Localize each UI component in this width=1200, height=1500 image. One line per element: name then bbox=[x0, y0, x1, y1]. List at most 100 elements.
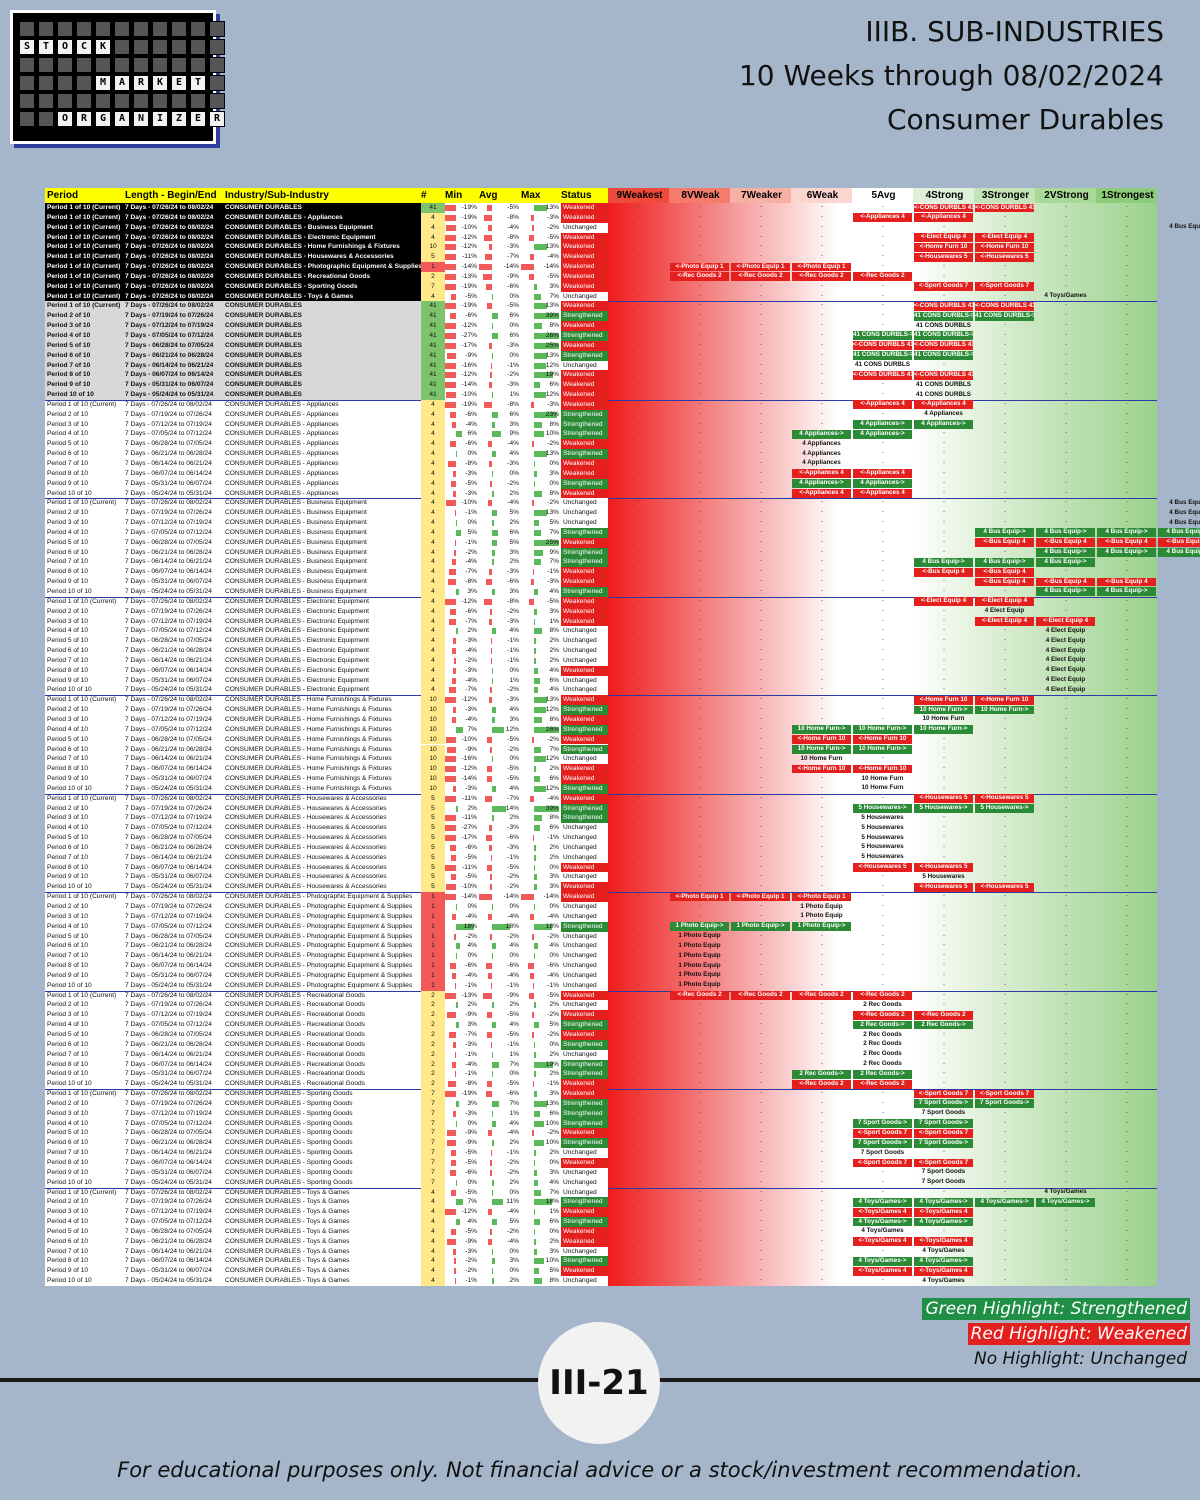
empty-zone-marker: - bbox=[638, 765, 640, 772]
empty-zone-marker: - bbox=[699, 1139, 701, 1146]
empty-zone-marker: - bbox=[1065, 725, 1067, 732]
empty-zone-marker: - bbox=[821, 962, 823, 969]
max-cell: -2% bbox=[521, 734, 561, 745]
table-row: Period 7 of 10 7 Days - 06/14/24 to 06/21… bbox=[45, 655, 1157, 666]
positive-bar bbox=[456, 1120, 457, 1127]
logo-letter: O bbox=[57, 111, 73, 127]
empty-zone-marker: - bbox=[760, 1227, 762, 1234]
negative-bar bbox=[450, 844, 456, 851]
weakened-zone-cell: <-Home Furn 10 bbox=[975, 242, 1034, 252]
period-cell: Period 4 of 10 bbox=[47, 824, 89, 832]
period-cell: Period 5 of 10 bbox=[45, 340, 125, 351]
negative-bar bbox=[490, 746, 492, 753]
negative-bar bbox=[452, 677, 456, 684]
length-cell: 7 Days - 07/26/24 to 08/02/24 bbox=[125, 794, 212, 802]
status-cell: Unchanged bbox=[561, 872, 608, 883]
table-row: Period 8 of 10 7 Days - 06/07/24 to 06/14… bbox=[45, 567, 1157, 578]
industry-cell: CONSUMER DURABLES - Housewares & Accesso… bbox=[225, 252, 421, 263]
positive-bar bbox=[492, 1219, 497, 1226]
industry-cell: CONSUMER DURABLES bbox=[225, 311, 421, 322]
min-cell: -4% bbox=[445, 714, 479, 725]
empty-zone-marker: - bbox=[943, 1149, 945, 1156]
empty-zone-marker: - bbox=[821, 952, 823, 959]
empty-zone-marker: - bbox=[760, 519, 762, 526]
min-cell: -5% bbox=[445, 291, 479, 302]
status-cell: Weakened bbox=[561, 468, 608, 479]
empty-zone-marker: - bbox=[821, 1218, 823, 1225]
status-cell: Weakened bbox=[561, 577, 608, 587]
avg-cell: -5% bbox=[479, 1030, 521, 1040]
empty-zone-marker: - bbox=[1126, 725, 1128, 732]
empty-zone-marker: - bbox=[943, 745, 945, 752]
status-cell: Unchanged bbox=[561, 291, 608, 302]
count-cell: 10 bbox=[421, 774, 445, 784]
empty-zone-marker: - bbox=[1126, 499, 1128, 506]
value-text: 6% bbox=[549, 1109, 559, 1117]
empty-zone-marker: - bbox=[1065, 253, 1067, 260]
empty-zone-marker: - bbox=[699, 1198, 701, 1205]
empty-zone-marker: - bbox=[821, 292, 823, 299]
empty-zone-marker: - bbox=[943, 292, 945, 299]
empty-zone-marker: - bbox=[638, 903, 640, 910]
value-text: 4% bbox=[467, 1218, 477, 1226]
empty-zone-marker: - bbox=[638, 479, 640, 486]
value-text: -9% bbox=[465, 1129, 477, 1137]
logo-letter: Z bbox=[171, 111, 187, 127]
period-cell: Period 3 of 10 bbox=[47, 519, 89, 527]
table-row: Period 9 of 10 7 Days - 05/31/24 to 06/07… bbox=[45, 1266, 1157, 1277]
value-text: 2% bbox=[549, 1050, 559, 1058]
empty-zone-marker: - bbox=[943, 843, 945, 850]
empty-zone-marker: - bbox=[1065, 1208, 1067, 1215]
industry-cell: CONSUMER DURABLES - Photographic Equipme… bbox=[225, 893, 413, 901]
table-row: Period 4 of 10 7 Days - 07/05/24 to 07/12… bbox=[45, 626, 1157, 637]
unchanged-zone-cell: 1 Photo Equip bbox=[800, 902, 843, 910]
weakened-zone-cell: <-Toys/Games 4 bbox=[853, 1207, 912, 1217]
value-text: 13% bbox=[545, 351, 559, 359]
empty-zone-marker: - bbox=[1004, 1178, 1006, 1185]
value-text: 7% bbox=[549, 528, 559, 536]
avg-cell: 2% bbox=[479, 518, 521, 528]
positive-bar bbox=[534, 1061, 553, 1068]
count-cell: 2 bbox=[421, 1049, 445, 1060]
avg-cell: 18% bbox=[479, 921, 521, 932]
value-text: 0% bbox=[549, 863, 559, 871]
count-cell: 4 bbox=[421, 685, 445, 696]
empty-zone-marker: - bbox=[699, 322, 701, 329]
positive-bar bbox=[534, 1238, 536, 1245]
count-cell: 41 bbox=[421, 360, 445, 371]
avg-cell: -4% bbox=[479, 970, 521, 981]
weakened-zone-cell: <-Photo Equip 1 bbox=[670, 892, 729, 902]
negative-bar bbox=[532, 1130, 534, 1137]
empty-zone-marker: - bbox=[638, 853, 640, 860]
value-text: -12% bbox=[461, 233, 477, 241]
empty-zone-marker: - bbox=[1065, 302, 1067, 309]
empty-zone-marker: - bbox=[699, 538, 701, 545]
period-cell: Period 7 of 10 bbox=[47, 459, 89, 467]
empty-zone-marker: - bbox=[943, 528, 945, 535]
empty-zone-marker: - bbox=[638, 1168, 640, 1175]
empty-zone-marker: - bbox=[638, 381, 640, 388]
min-cell: 0% bbox=[445, 1177, 479, 1188]
length-cell: 7 Days - 05/24/24 to 05/31/24 bbox=[125, 981, 212, 989]
empty-zone-marker: - bbox=[882, 302, 884, 309]
avg-cell: -1% bbox=[479, 852, 521, 863]
empty-zone-marker: - bbox=[699, 1277, 701, 1284]
value-text: 2% bbox=[549, 765, 559, 773]
empty-zone-marker: - bbox=[1065, 459, 1067, 466]
strengthened-zone-cell: 4 Bus Equip-> bbox=[914, 557, 973, 567]
empty-zone-marker: - bbox=[638, 578, 640, 585]
avg-cell: -1% bbox=[479, 655, 521, 666]
positive-bar bbox=[534, 470, 537, 477]
min-cell: -3% bbox=[445, 636, 479, 647]
empty-zone-marker: - bbox=[882, 617, 884, 624]
empty-zone-marker: - bbox=[760, 509, 762, 516]
value-text: -4% bbox=[507, 1129, 519, 1137]
value-text: -11% bbox=[462, 253, 477, 261]
empty-zone-marker: - bbox=[943, 548, 945, 555]
empty-zone-marker: - bbox=[943, 922, 945, 929]
min-cell: -14% bbox=[445, 892, 479, 903]
length-cell: 7 Days - 06/21/24 to 06/28/24 bbox=[125, 1139, 212, 1147]
table-row: Period 7 of 10 7 Days - 06/14/24 to 06/21… bbox=[45, 1246, 1157, 1257]
empty-zone-marker: - bbox=[760, 676, 762, 683]
empty-zone-marker: - bbox=[943, 893, 945, 900]
